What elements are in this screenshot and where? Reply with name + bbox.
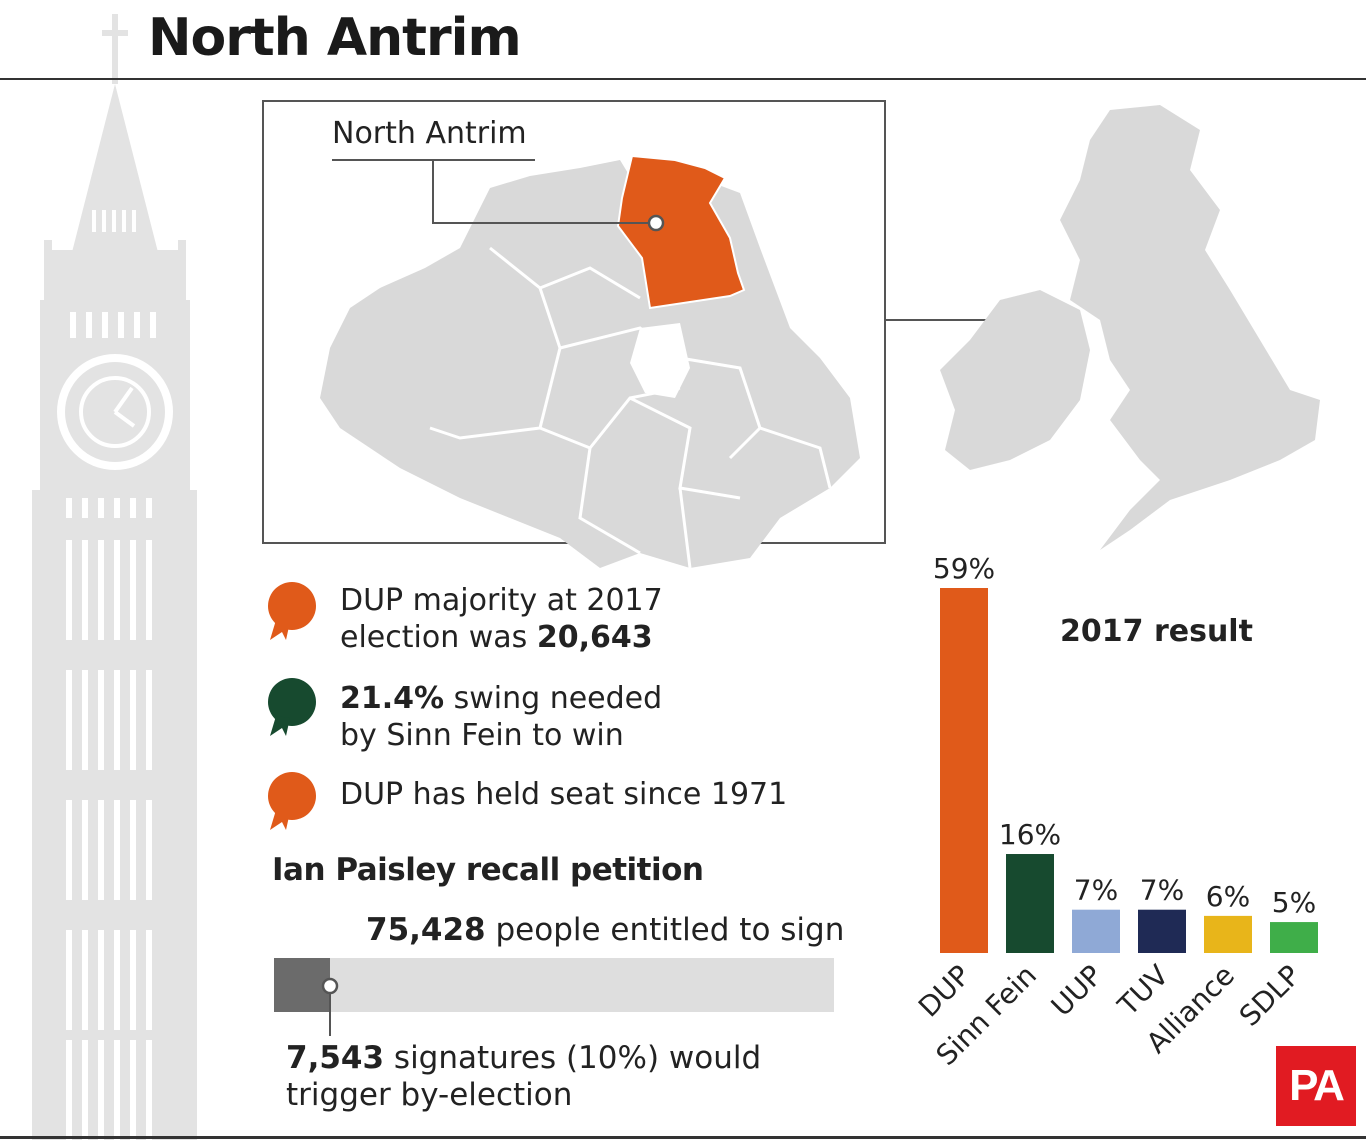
category-label: SDLP: [1233, 959, 1307, 1033]
petition-threshold-dot: [321, 977, 339, 995]
petition-threshold: 7,543 signatures (10%) would trigger by-…: [286, 1040, 761, 1114]
petition-bar-total: [274, 958, 834, 1012]
bar-value-label: 59%: [933, 552, 995, 585]
map-location-dot: [647, 214, 665, 232]
bar-value-label: 5%: [1272, 886, 1316, 919]
bar-value-label: 6%: [1206, 880, 1250, 913]
bar-tuv: [1138, 909, 1186, 953]
rosette-icon: [268, 678, 316, 736]
fact-swing-value: 21.4%: [340, 681, 445, 716]
lough-neagh: [630, 323, 690, 398]
fact-swing: 21.4% swing needed by Sinn Fein to win: [340, 680, 662, 754]
bar-sinn-fein: [1006, 854, 1054, 953]
bottom-rule: [0, 1136, 1366, 1139]
bar-value-label: 7%: [1140, 874, 1184, 907]
great-britain-land: [1060, 105, 1320, 550]
category-label: UUP: [1045, 959, 1109, 1023]
bar-sdlp: [1270, 922, 1318, 953]
uk-ireland-overview-map: [940, 105, 1320, 550]
petition-threshold-line2: trigger by-election: [286, 1077, 573, 1113]
map-label: North Antrim: [332, 116, 527, 151]
bar-alliance: [1204, 915, 1252, 953]
fact-swing-line2: by Sinn Fein to win: [340, 718, 624, 753]
ireland-land: [940, 290, 1090, 470]
big-ben-illustration: [32, 14, 197, 1140]
petition-threshold-value: 7,543: [286, 1040, 385, 1076]
petition-bar-threshold: [274, 958, 330, 1012]
fact-majority-line2: election was: [340, 620, 537, 655]
page-title: North Antrim: [148, 8, 522, 68]
fact-swing-line1: swing needed: [444, 681, 663, 716]
bar-value-label: 16%: [999, 818, 1061, 851]
bar-uup: [1072, 909, 1120, 953]
petition-threshold-text: signatures (10%) would: [384, 1040, 762, 1076]
fact-majority: DUP majority at 2017 election was 20,643: [340, 582, 663, 656]
bar-dup: [940, 588, 988, 953]
petition-entitled: 75,428 people entitled to sign: [366, 912, 844, 948]
pa-logo: PA: [1276, 1046, 1356, 1126]
fact-majority-value: 20,643: [536, 620, 653, 655]
title-rule: [0, 78, 1366, 80]
rosette-icon: [268, 772, 316, 830]
petition-entitled-value: 75,428: [366, 912, 486, 948]
petition-title: Ian Paisley recall petition: [272, 852, 704, 888]
northern-ireland-map: [262, 100, 886, 568]
chart-title: 2017 result: [1060, 614, 1253, 649]
petition-bar: [274, 958, 834, 1036]
petition-entitled-text: people entitled to sign: [485, 912, 845, 948]
fact-majority-line1: DUP majority at 2017: [340, 583, 663, 618]
bar-value-label: 7%: [1074, 874, 1118, 907]
north-antrim-constituency: [616, 154, 746, 310]
map-leader-line: [432, 160, 655, 224]
fact-held-since: DUP has held seat since 1971: [340, 777, 788, 812]
rosette-icon: [268, 582, 316, 640]
